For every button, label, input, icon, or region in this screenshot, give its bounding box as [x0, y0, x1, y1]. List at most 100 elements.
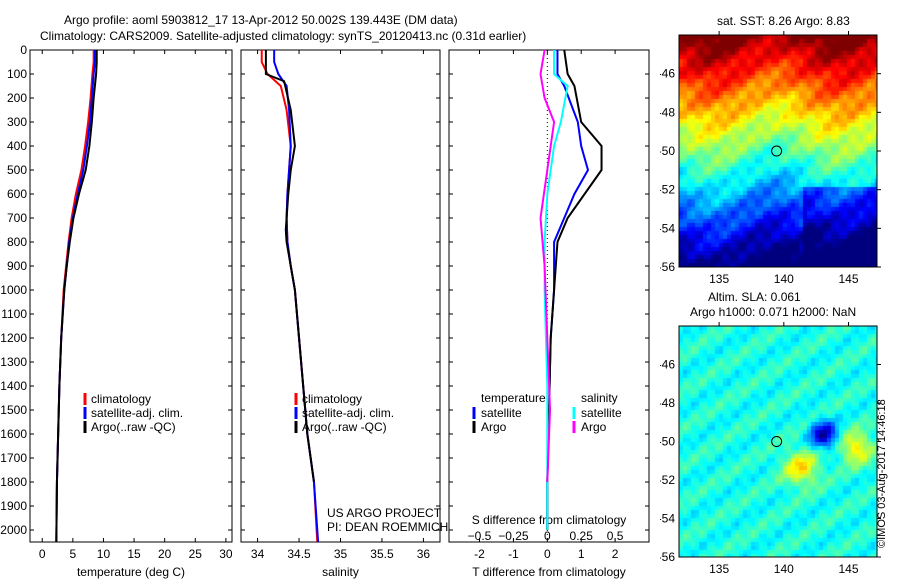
- y-tick-label: 500: [7, 163, 27, 177]
- sla-map-title1: Altim. SLA: 0.061: [708, 290, 801, 304]
- y-tick-label: 700: [7, 211, 27, 225]
- series-line-argo: [55, 50, 98, 543]
- map-axes: -46 -48 -50 -52 -54 -56 135 140 145 -46 -48 -50 -52 -…: [660, 31, 881, 576]
- x-tick-label: 10: [97, 547, 111, 561]
- x-tick-label: 15: [127, 547, 141, 561]
- series-line-s-satellite: [543, 50, 569, 530]
- x-tick-label: 2: [612, 547, 619, 561]
- map-frame: [678, 325, 878, 558]
- map-lat-label: -56: [660, 260, 675, 274]
- y-tick-label: 1200: [0, 331, 27, 345]
- x-tick-label: 5: [70, 547, 77, 561]
- plot-frame-diff: [448, 49, 650, 543]
- y-tick-label: 400: [7, 139, 27, 153]
- y-tick-label: 300: [7, 115, 27, 129]
- y-tick-label: 1600: [0, 427, 27, 441]
- legend-label: climatology: [302, 392, 362, 406]
- x-tick-label: 35.5: [370, 547, 394, 561]
- title-line2: Climatology: CARS2009. Satellite-adjuste…: [40, 29, 527, 43]
- legend-label: satellite-adj. clim.: [302, 406, 394, 420]
- profile-plots: 0100200300400500600700800900100011001200…: [0, 43, 650, 579]
- annotation-text: US ARGO PROJECT: [327, 506, 442, 520]
- x-tick-label: 1: [578, 547, 585, 561]
- y-tick-label: 0: [20, 43, 27, 57]
- annotation-text: PI: DEAN ROEMMICH: [327, 520, 448, 534]
- x2-tick-label: 0: [544, 529, 551, 543]
- x2-tick-label: 0.25: [570, 529, 594, 543]
- x-tick-label: 36: [417, 547, 431, 561]
- x-axis-label: temperature (deg C): [77, 565, 185, 579]
- sla-map-title2: Argo h1000: 0.071 h2000: NaN: [690, 305, 857, 319]
- legend-title-salinity: salinity: [581, 391, 618, 405]
- legend-label: satellite: [481, 406, 522, 420]
- x2-tick-label: −0.5: [468, 529, 492, 543]
- x-tick-label: 25: [189, 547, 203, 561]
- map-lat-label: -52: [660, 473, 675, 487]
- x2-tick-label: −0.25: [498, 529, 529, 543]
- y-tick-label: 1000: [0, 283, 27, 297]
- plot-frame-sal: [240, 49, 441, 543]
- x-axis-label: T difference from climatology: [472, 565, 626, 579]
- argo-position-marker: [771, 436, 783, 448]
- map-lat-label: -52: [660, 183, 675, 197]
- map-lat-label: -50: [660, 435, 675, 449]
- map-lon-label: 140: [774, 562, 794, 576]
- argo-position-marker: [771, 145, 783, 157]
- map-lon-label: 135: [709, 272, 729, 286]
- map-lon-label: 145: [839, 562, 859, 576]
- legend-label: Argo: [481, 420, 507, 434]
- legend-label: satellite-adj. clim.: [91, 406, 183, 420]
- legend-title-temperature: temperature: [481, 391, 546, 405]
- x-tick-label: -2: [474, 547, 485, 561]
- y-tick-label: 600: [7, 187, 27, 201]
- y-tick-label: 200: [7, 91, 27, 105]
- series-line-t-argo: [546, 49, 603, 530]
- y-tick-label: 800: [7, 235, 27, 249]
- y-tick-label: 1900: [0, 499, 27, 513]
- series-line-satellite-adj-clim-: [55, 50, 96, 543]
- x-tick-label: 34: [251, 547, 265, 561]
- y-tick-label: 100: [7, 67, 27, 81]
- x-axis-label: salinity: [322, 565, 359, 579]
- legend-label: climatology: [91, 392, 151, 406]
- sst-map: [679, 35, 877, 267]
- y-tick-label: 1700: [0, 451, 27, 465]
- x2-axis-label: S difference from climatology: [472, 513, 627, 527]
- legend-label: Argo: [581, 420, 607, 434]
- y-tick-label: 1800: [0, 475, 27, 489]
- map-frame: [678, 34, 878, 268]
- map-lat-label: -54: [660, 221, 675, 235]
- map-lon-label: 140: [774, 272, 794, 286]
- y-tick-label: 1400: [0, 379, 27, 393]
- map-lat-label: -46: [660, 67, 675, 81]
- map-lat-label: -50: [660, 144, 675, 158]
- series-line-climatology: [55, 50, 95, 543]
- x-tick-label: 20: [158, 547, 172, 561]
- x-tick-label: 30: [219, 547, 233, 561]
- y-tick-label: 2000: [0, 523, 27, 537]
- series-line-argo: [264, 50, 315, 483]
- map-lat-label: -48: [660, 396, 675, 410]
- sst-map-title: sat. SST: 8.26 Argo: 8.83: [717, 14, 850, 28]
- x-tick-label: 0: [544, 547, 551, 561]
- x-tick-label: 35: [334, 547, 348, 561]
- legend-label: Argo(..raw -QC): [91, 420, 176, 434]
- title-line1: Argo profile: aoml 5903812_17 13-Apr-201…: [64, 13, 458, 27]
- x-tick-label: 0: [39, 547, 46, 561]
- y-tick-label: 1500: [0, 403, 27, 417]
- plot-frame-temp: [29, 49, 233, 543]
- y-tick-label: 900: [7, 259, 27, 273]
- series-line-s-argo: [539, 49, 556, 483]
- sla-map: [679, 326, 877, 557]
- map-lat-label: -48: [660, 105, 675, 119]
- y-tick-label: 1300: [0, 355, 27, 369]
- x-tick-label: -1: [508, 547, 519, 561]
- map-lat-label: -56: [660, 550, 675, 564]
- y-tick-label: 1100: [1, 307, 27, 321]
- x2-tick-label: 0.5: [607, 529, 624, 543]
- map-lat-label: -54: [660, 512, 675, 526]
- legend-label: satellite: [581, 406, 622, 420]
- x-tick-label: 34.5: [287, 547, 311, 561]
- legend-label: Argo(..raw -QC): [302, 420, 387, 434]
